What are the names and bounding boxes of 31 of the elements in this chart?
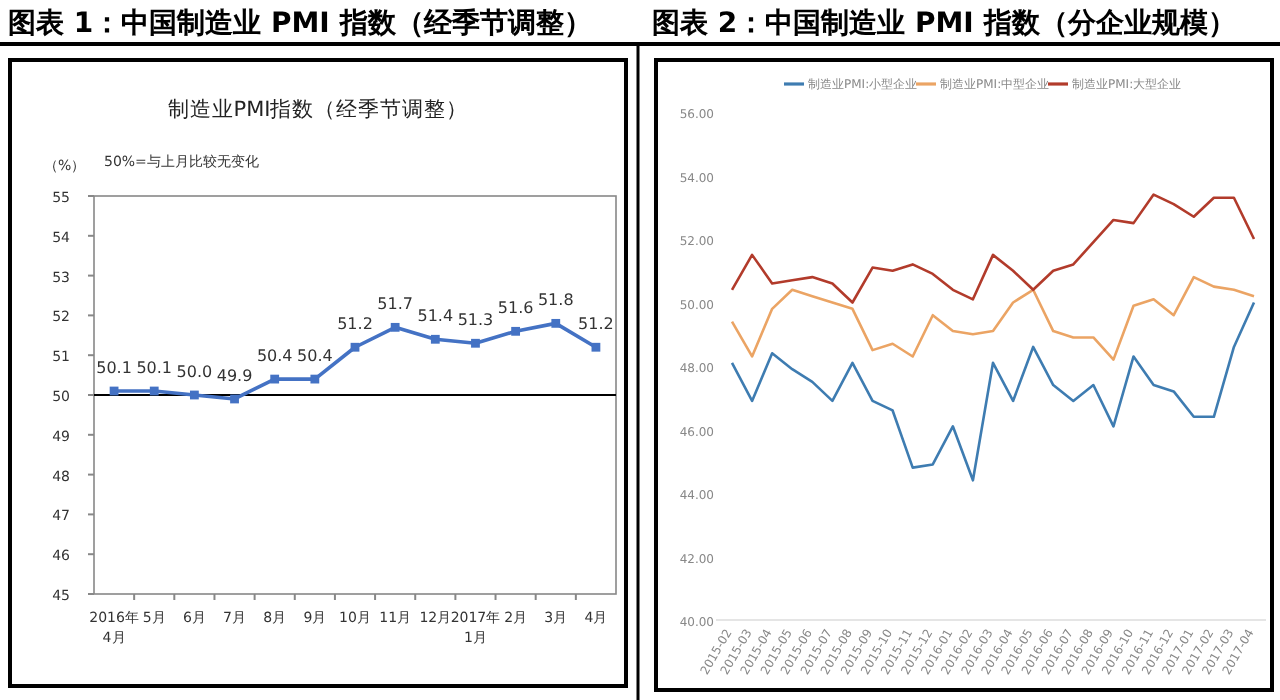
point <box>551 318 561 328</box>
point <box>430 334 440 344</box>
point <box>149 386 159 396</box>
data-label: 50.4 <box>256 347 293 366</box>
point <box>350 342 360 352</box>
point <box>270 374 280 384</box>
data-label: 51.7 <box>377 295 413 314</box>
line-series <box>730 301 1256 482</box>
point <box>230 394 239 404</box>
data-label: 50.1 <box>96 359 132 378</box>
line-series <box>730 193 1256 304</box>
data-label: 51.4 <box>417 307 454 326</box>
data-label: 49.9 <box>216 366 253 385</box>
data-label: 50.4 <box>297 347 333 366</box>
point <box>310 374 320 384</box>
point <box>591 342 601 352</box>
point <box>390 322 400 332</box>
data-label: 51.2 <box>578 315 614 334</box>
data-label: 51.8 <box>537 291 574 310</box>
point <box>189 390 199 400</box>
data-label: 50.0 <box>176 363 213 381</box>
chart-title: 图表 1：中国制造业 PMI 指数（经季节调整） <box>8 6 592 40</box>
data-label: 51.2 <box>337 315 373 334</box>
data-label: 51.6 <box>497 299 534 318</box>
point <box>471 338 480 348</box>
line-series <box>730 275 1256 361</box>
chart-title: 图表 2：中国制造业 PMI 指数（分企业规模） <box>652 8 1236 40</box>
data-label: 51.3 <box>457 311 494 330</box>
data-label: 50.1 <box>136 359 173 378</box>
point <box>511 326 521 336</box>
chart-subtitle: 制造业PMI指数（经季节调整） <box>167 96 469 122</box>
